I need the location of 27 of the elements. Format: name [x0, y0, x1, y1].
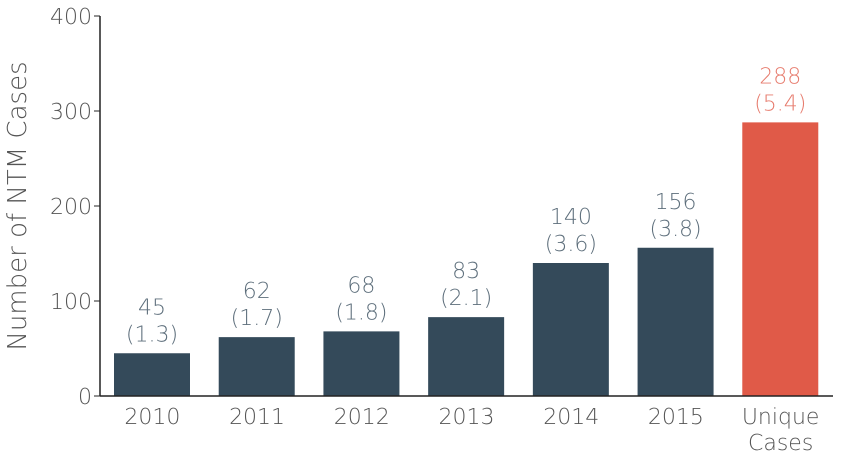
y-tick-label: 200	[50, 194, 92, 220]
x-tick-label: 2015	[648, 405, 704, 430]
y-axis-title: Number of NTM Cases	[3, 61, 34, 351]
data-label: 83 (2.1)	[440, 259, 492, 312]
x-tick-label: Unique Cases	[742, 405, 820, 456]
x-tick-label: 2013	[438, 405, 494, 430]
bar	[323, 331, 400, 396]
data-label: 288 (5.4)	[754, 64, 806, 116]
x-tick-label: 2014	[543, 405, 600, 430]
data-label: 62 (1.7)	[230, 279, 283, 332]
bar	[114, 353, 190, 396]
x-tick-label: 2010	[124, 405, 180, 430]
data-label: 156 (3.8)	[649, 190, 702, 242]
data-label: 140 (3.6)	[544, 205, 597, 257]
data-label: 68 (1.8)	[335, 273, 388, 326]
y-tick-label: 400	[50, 4, 92, 30]
bar	[428, 317, 504, 396]
bar	[532, 263, 609, 396]
bar	[742, 122, 818, 396]
x-tick-label: 2011	[229, 405, 286, 430]
bar	[638, 248, 714, 396]
data-label: 45 (1.3)	[126, 295, 178, 348]
y-tick-label: 300	[50, 100, 92, 125]
bar	[218, 337, 295, 396]
y-tick-label: 0	[78, 384, 92, 410]
y-tick-label: 100	[50, 290, 92, 315]
x-tick-label: 2012	[334, 405, 390, 430]
